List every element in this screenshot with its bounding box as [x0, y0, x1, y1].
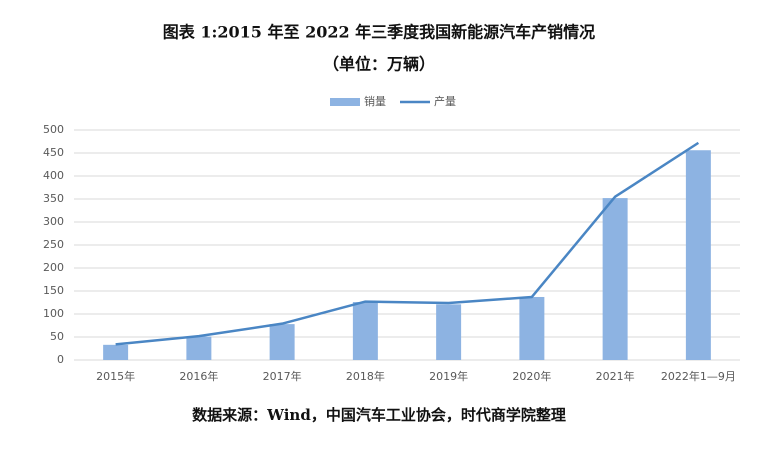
chart-subtitle: （单位：万辆）: [323, 55, 435, 74]
y-tick-label: 50: [50, 330, 64, 343]
bar: [352, 302, 378, 360]
x-tick-label: 2019年: [429, 369, 468, 383]
y-tick-label: 0: [57, 353, 64, 366]
y-tick-label: 150: [43, 284, 64, 297]
bar: [103, 344, 129, 360]
bar: [685, 150, 711, 360]
x-tick-label: 2021年: [596, 369, 635, 383]
x-tick-label: 2015年: [96, 369, 135, 383]
bar: [269, 324, 295, 360]
y-tick-label: 300: [43, 215, 64, 228]
x-tick-label: 2017年: [263, 369, 302, 383]
chart-title: 图表 1:2015 年至 2022 年三季度我国新能源汽车产销情况: [163, 23, 595, 42]
source-note: 数据来源：Wind，中国汽车工业协会，时代商学院整理: [192, 406, 566, 424]
legend-label: 产量: [434, 94, 456, 108]
legend-label: 销量: [364, 94, 386, 108]
legend-swatch: [330, 98, 360, 106]
y-tick-label: 500: [43, 123, 64, 136]
y-tick-label: 400: [43, 169, 64, 182]
y-tick-label: 250: [43, 238, 64, 251]
bar: [519, 296, 545, 360]
x-tick-label: 2020年: [512, 369, 551, 383]
bar: [602, 198, 628, 360]
line: [115, 141, 700, 346]
y-tick-label: 450: [43, 146, 64, 159]
y-tick-label: 100: [43, 307, 64, 320]
y-tick-label: 200: [43, 261, 64, 274]
bar: [436, 304, 462, 360]
x-tick-label: 2018年: [346, 369, 385, 383]
bar: [186, 336, 212, 360]
y-tick-label: 350: [43, 192, 64, 205]
x-tick-label: 2022年1—9月: [661, 369, 736, 383]
x-tick-label: 2016年: [179, 369, 218, 383]
